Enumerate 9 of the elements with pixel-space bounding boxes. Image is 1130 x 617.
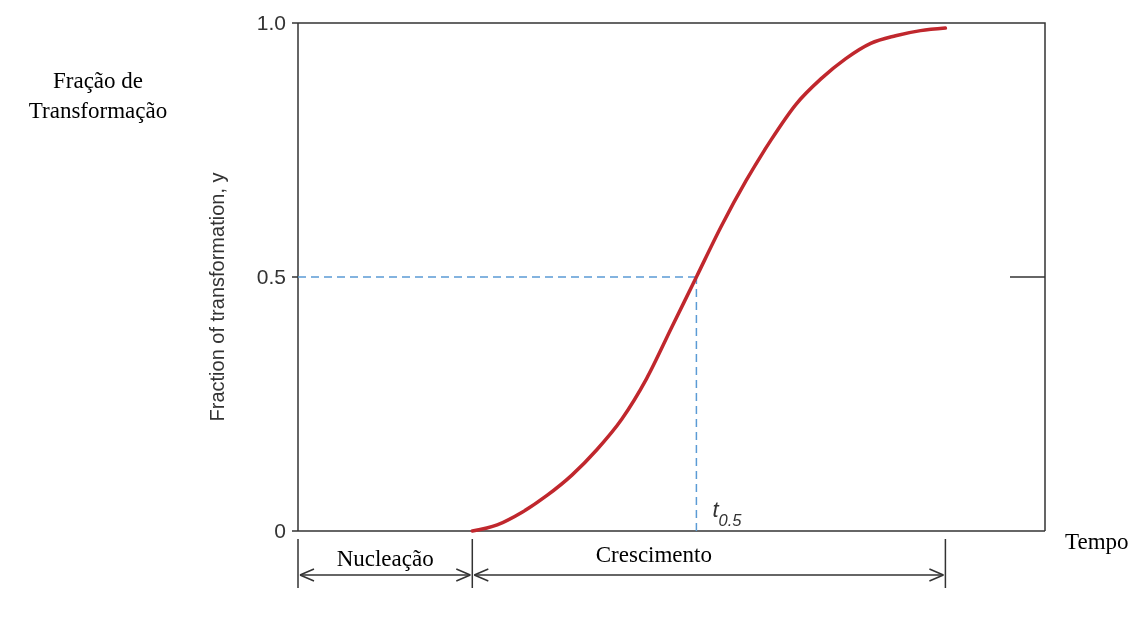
text: Nucleação [336,546,434,571]
y-tick-label: 0 [274,519,286,543]
text: Fraction of transformation, y [206,172,228,422]
y-axis-title: Fração de Transformação [28,68,168,123]
y-tick-label: 0.5 [256,265,286,289]
annotation: t$_{0.5}$ [712,497,743,529]
text: Crescimento [595,542,712,567]
text: Tempo [1065,529,1129,554]
y-tick-label: 1.0 [256,11,286,35]
